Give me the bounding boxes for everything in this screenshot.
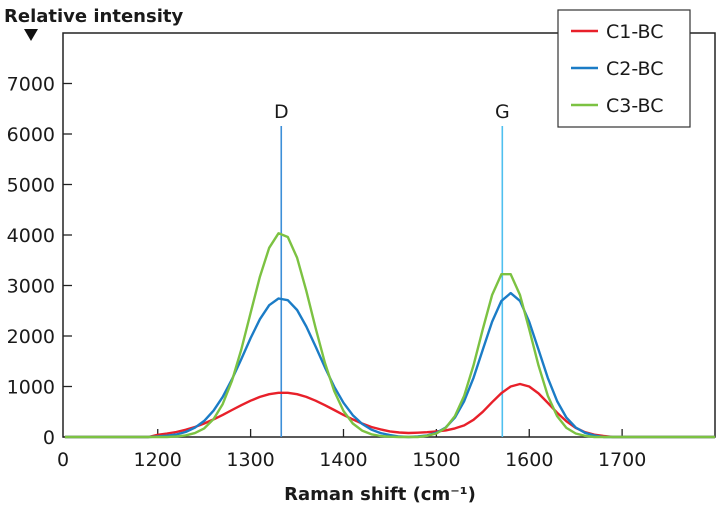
series-line-c2-bc xyxy=(64,291,715,439)
legend-label: C1-BC xyxy=(606,21,664,43)
y-tick-label: 5000 xyxy=(7,175,55,197)
x-axis-title: Raman shift (cm⁻¹) xyxy=(284,484,476,505)
y-tick-label: 6000 xyxy=(7,124,55,146)
x-tick-label: 1200 xyxy=(134,449,182,471)
y-axis-title: Relative intensity xyxy=(4,6,183,27)
x-tick-label: 1600 xyxy=(505,449,553,471)
y-tick-label: 7000 xyxy=(7,74,55,96)
y-axis-arrow-icon xyxy=(24,29,38,41)
y-tick-label: 1000 xyxy=(7,377,55,399)
legend: C1-BC C2-BC C3-BC xyxy=(557,9,691,128)
y-tick-label: 2000 xyxy=(7,326,55,348)
y-tick-label: 0 xyxy=(43,427,55,449)
legend-label: C2-BC xyxy=(606,58,664,80)
peak-label-d: D xyxy=(274,101,289,123)
x-tick-label: 1300 xyxy=(226,449,274,471)
x-tick-label: 1700 xyxy=(598,449,646,471)
x-tick-label: 1500 xyxy=(412,449,460,471)
x-axis-break-label: 0 xyxy=(57,449,69,471)
x-tick-label: 1400 xyxy=(319,449,367,471)
series-line-c3-bc xyxy=(64,232,715,439)
y-tick-label: 4000 xyxy=(7,225,55,247)
series-line-c1-bc xyxy=(64,382,715,439)
peak-label-g: G xyxy=(495,101,510,123)
legend-label: C3-BC xyxy=(606,95,664,117)
y-tick-label: 3000 xyxy=(7,276,55,298)
